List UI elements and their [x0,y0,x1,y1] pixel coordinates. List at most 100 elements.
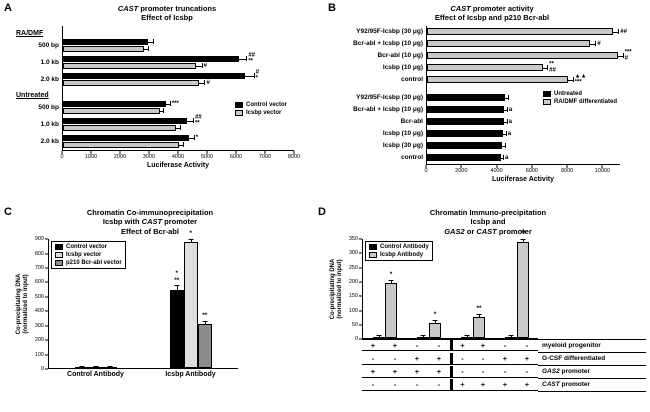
error-bar-cap [547,65,549,71]
axis-category-labels: RA/DMF 500 bp 1.0 kb 2.0 kb Untreated 500 bp 1… [16,26,62,151]
bar [427,142,503,150]
bar [63,62,196,69]
x-axis-title: Luciferase Activity [147,161,209,169]
legend-label: Untreated [554,91,583,98]
tick-mark [45,296,48,298]
tick-mark [601,164,603,168]
y-axis: 0 50 100 150 200 250 300 350 [344,236,362,342]
condition-sign: + [516,353,538,366]
plot-area: ## ** # # * # *** ## ** * Control vector Icsbp v… [62,25,294,151]
condition-sign: + [384,339,406,352]
error-bar [391,280,392,283]
error-bar-cap [502,155,504,161]
tick-mark [45,267,48,269]
condition-sign: + [450,339,472,352]
row-label: control [400,154,423,162]
error-bar [618,55,623,57]
error-bar [195,65,202,67]
legend-swatch [234,110,243,117]
bar [169,290,184,369]
bar [429,322,441,339]
row-track: ** ## [427,61,620,74]
panel-d: D Chromatin Immuno-precipitation Icsbp an… [318,206,648,410]
tick-label: 700 [34,265,44,272]
error-bar [503,133,506,135]
condition-sign: - [472,366,494,379]
condition-sign: - [472,353,494,366]
error-bar-cap [201,63,203,69]
bar-group: ** [495,230,539,339]
bar [427,106,505,114]
condition-sign: - [384,379,406,392]
panel-d-chart: Chromatin Immuno-precipitation Icsbp and G… [318,206,648,410]
tick-mark [45,253,48,255]
error-bar-cap [148,46,150,52]
tick-label: 0 [424,168,428,175]
tick-mark [45,238,48,240]
legend-item: Icsbp Antibody [369,252,429,259]
row-label: Y92/95F-Icsbp (30 μg) [356,94,423,102]
bar-group: * [407,239,451,339]
tick-mark [359,310,362,312]
legend-swatch [369,252,377,259]
chart-title: Chromatin Immuno-precipitation Icsbp and G… [330,208,646,236]
significance-annotation: ** [476,305,482,313]
bar [63,55,240,62]
legend-item: Untreated [543,91,617,98]
significance-annotation: * [433,311,437,319]
axis-category-labels: Y92/95F-Icsbp (30 μg) Bcr-abl + Icsbp (10… [340,26,426,165]
tick-label: 4000 [490,168,503,175]
error-bar-cap [508,335,514,337]
legend-item: p210 Bcr-abl vector [55,260,122,267]
group-label: Icsbp Antibody [165,371,216,379]
tick-mark [359,238,362,240]
tick-label: 600 [34,279,44,286]
legend-swatch [234,102,243,109]
tick-mark [45,325,48,327]
error-bar-cap [93,365,99,367]
legend-swatch [55,260,63,267]
error-bar [165,103,170,105]
tick-label: 200 [348,278,358,285]
error-bar [504,109,507,111]
tick-label: 500 [34,293,44,300]
row-label: 500 bp [38,103,59,111]
tick-mark [45,354,48,356]
tick-label: 0 [40,366,44,373]
bar-wrap [103,365,118,370]
error-bar-cap [202,320,208,322]
legend-label: Icsbp Antibody [380,252,424,259]
significance-annotation: a [508,118,512,125]
row-track: # * # [63,69,294,88]
row-label: Bcr-abl (10 μg) [377,52,423,60]
row-label: 1.0 kb [40,58,59,66]
tick-mark [566,164,568,168]
tick-mark [177,150,179,154]
condition-sign: + [494,379,516,392]
condition-sign: - [406,339,428,352]
tick-mark [45,310,48,312]
condition-sign: - [384,353,406,366]
legend-item: Icsbp vector [55,252,122,259]
x-axis-title: Luciferase Activity [492,175,554,183]
error-bar [188,137,194,139]
legend-label: Control vector [66,244,108,251]
x-axis: 0 2000 4000 6000 8000 10000 [424,164,620,175]
tick-mark [460,164,462,168]
bar [63,134,189,141]
tick-mark [148,150,150,154]
chart-title-line: CAST promoter truncations [117,4,217,13]
panel-b-label: B [328,2,336,14]
panel-b-chart: CAST promoter activity Effect of Icsbp an… [328,2,646,202]
row-track: # [427,38,620,50]
tick-mark [359,338,362,340]
row-label: 500 bp [38,41,59,49]
error-bar-cap [182,142,184,148]
error-bar [467,336,468,337]
chart-title-line: Effect of Bcr-abl [121,226,179,236]
significance-annotation: *** [171,100,179,107]
error-bar-cap [464,335,470,337]
legend-label: Control Antibody [380,244,429,251]
error-bar [590,43,596,45]
chart-body: Y92/95F-Icsbp (30 μg) Bcr-abl + Icsbp (10… [340,25,644,165]
